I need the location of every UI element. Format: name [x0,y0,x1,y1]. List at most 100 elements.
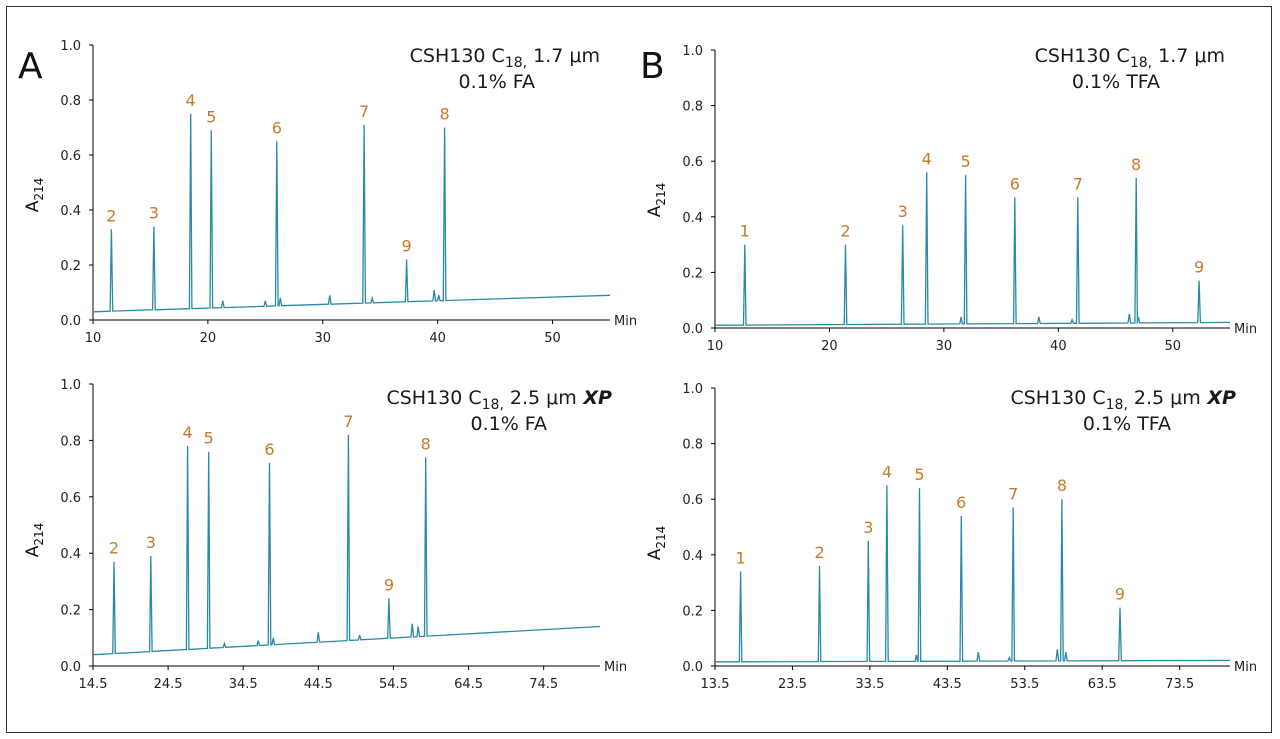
chromatogram-panel-1: 0.0 0.2 0.4 0.6 0.8 1.0 10 20 30 40 50 Min A214 A CSH1… [18,39,637,346]
x-tick-label: 63.5 [1088,677,1117,692]
mobile-phase-annotation: 0.1% FA [471,413,548,435]
x-tick-label: 30 [315,331,332,346]
peak-label: 6 [956,493,966,512]
peak-label: 5 [206,107,216,126]
peak-label: 7 [343,412,353,431]
peak-label: 3 [149,204,159,223]
y-axis-label: A214 [645,526,668,561]
y-tick-label: 0.0 [60,314,81,329]
x-axis-label: Min [1234,660,1257,675]
x-tick-label: 74.5 [529,677,558,692]
column-annotation: CSH130 C18, 1.7 μm [1035,45,1225,71]
peak-label: 1 [740,222,750,241]
peak-label: 3 [863,518,873,537]
x-axis-label: Min [614,314,637,329]
y-tick-label: 1.0 [682,44,703,59]
y-tick-label: 0.2 [60,604,81,619]
x-tick-label: 23.5 [778,677,807,692]
mobile-phase-annotation: 0.1% FA [459,71,536,93]
chromatogram-panel-2: 0.0 0.2 0.4 0.6 0.8 1.0 10 20 30 40 50 Min A214 B CSH1… [640,44,1257,354]
y-tick-label: 0.6 [60,491,81,506]
x-tick-label: 10 [85,331,102,346]
chromatogram-trace [92,113,611,313]
peak-label: 9 [1115,585,1125,604]
x-tick-label: 13.5 [701,677,730,692]
x-tick-label: 54.5 [379,677,408,692]
y-tick-label: 0.0 [682,322,703,337]
column-annotation: CSH130 C18, 2.5 μm XP [1010,387,1236,413]
panel-letter: A [18,46,43,87]
peak-label: 5 [914,465,924,484]
x-tick-label: 14.5 [79,677,108,692]
peak-label: 8 [439,105,449,124]
x-tick-label: 20 [200,331,217,346]
y-tick-label: 0.4 [60,204,81,219]
x-tick-label: 30 [936,339,953,354]
x-tick-label: 73.5 [1165,677,1194,692]
peak-label: 7 [1008,485,1018,504]
x-tick-label: 20 [821,339,838,354]
chromatogram-trace [714,172,1231,326]
peak-label: 1 [735,548,745,567]
x-tick-label: 40 [1050,339,1067,354]
y-tick-label: 0.6 [682,493,703,508]
peak-label: 2 [109,539,119,558]
panel-letter: B [640,46,665,87]
x-axis-label: Min [604,660,627,675]
x-tick-label: 10 [707,339,724,354]
peak-label: 3 [146,533,156,552]
x-tick-label: 64.5 [454,677,483,692]
y-tick-label: 0.2 [682,266,703,281]
x-tick-label: 24.5 [154,677,183,692]
y-tick-label: 0.4 [60,547,81,562]
peak-label: 8 [1131,155,1141,174]
peak-label: 4 [882,462,892,481]
y-tick-label: 0.2 [682,604,703,619]
chromatogram-panel-3: 0.00.20.40.60.81.014.5 24.5 34.5 44.5 54.5 64… [23,378,627,692]
column-annotation: CSH130 C18, 1.7 μm [410,45,600,71]
mobile-phase-annotation: 0.1% TFA [1083,413,1171,435]
y-axis-label: A214 [23,523,46,558]
column-annotation: CSH130 C18, 2.5 μm XP [386,387,612,413]
peak-label: 2 [840,222,850,241]
y-tick-label: 0.4 [682,549,703,564]
peak-label: 7 [1073,174,1083,193]
y-tick-label: 0.0 [60,660,81,675]
x-tick-label: 53.5 [1010,677,1039,692]
y-tick-label: 0.8 [682,438,703,453]
peak-label: 9 [1194,258,1204,277]
peak-label: 2 [106,206,116,225]
peak-label: 7 [359,102,369,121]
peak-label: 3 [898,202,908,221]
peak-label: 5 [961,152,971,171]
peak-label: 6 [264,440,274,459]
chromatogram-trace [715,485,1231,663]
y-tick-label: 0.0 [682,660,703,675]
peak-label: 2 [814,543,824,562]
chromatogram-trace [92,434,601,656]
mobile-phase-annotation: 0.1% TFA [1072,71,1160,93]
y-tick-label: 1.0 [60,39,81,54]
peak-label: 8 [421,434,431,453]
peak-label: 5 [204,429,214,448]
y-tick-label: 0.4 [682,211,703,226]
y-axis-label: A214 [23,178,46,213]
peak-label: 6 [272,118,282,137]
peak-label: 4 [186,91,196,110]
peak-label: 4 [922,149,932,168]
y-axis-label: A214 [645,183,668,218]
x-tick-label: 43.5 [933,677,962,692]
x-tick-label: 33.5 [855,677,884,692]
y-tick-label: 0.8 [682,100,703,115]
peak-label: 6 [1010,174,1020,193]
peak-label: 8 [1057,476,1067,495]
chromatogram-panel-4: 0.00.20.40.60.81.013.5 23.5 33.5 43.5 53.5 63… [645,382,1257,692]
y-tick-label: 0.6 [682,155,703,170]
x-tick-label: 50 [1165,339,1182,354]
y-tick-label: 1.0 [682,382,703,397]
peak-label: 4 [183,423,193,442]
y-tick-label: 0.8 [60,434,81,449]
y-tick-label: 0.6 [60,149,81,164]
y-tick-label: 0.8 [60,94,81,109]
